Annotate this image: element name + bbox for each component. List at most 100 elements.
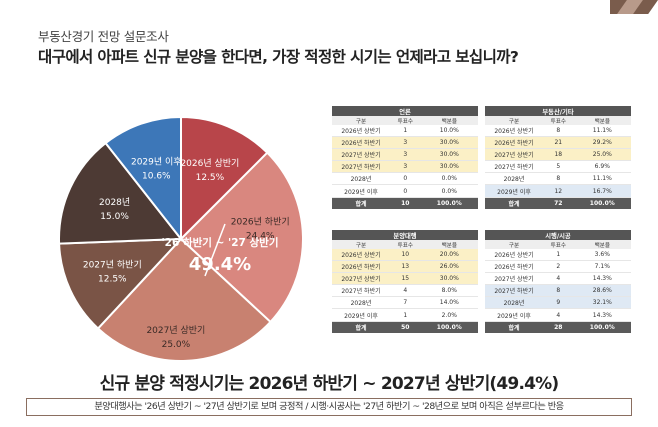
row-label: 2028년 [485,296,543,310]
row-votes: 0 [390,184,421,198]
row-pct: 30.0% [420,136,478,150]
table-row: 2026년 상반기 1 3.6% [485,249,631,262]
pie-value-1: 12.5% [196,173,225,183]
total-label: 합계 [332,197,390,209]
column-header: 백분율 [420,116,478,125]
column-header: 백분율 [420,240,478,249]
row-label: 2026년 하반기 [485,260,543,274]
table-row: 2029년 이후 12 16.7% [485,184,631,198]
table-row: 2026년 하반기 2 7.1% [485,260,631,274]
row-label: 2027년 하반기 [332,160,390,174]
pie-slice-4 [58,237,184,330]
survey-subtitle: 부동산경기 전망 설문조사 [38,29,169,44]
pie-label-3: 2027년 상반기 [146,325,205,336]
row-label: 2029년 이후 [332,308,390,322]
total-pct: 100.0% [420,321,478,333]
table-developer: 시행/시공 구분 투표수 백분율 2026년 상반기 1 3.6% 2026년 하반기 2 7.1… [485,230,631,333]
pie-slice-2 [179,151,304,324]
row-pct: 14.3% [573,272,631,286]
column-header: 투표수 [543,240,574,249]
row-votes: 7 [390,296,421,310]
table-row: 2027년 상반기 15 30.0% [332,272,478,286]
callout-value: 49.4% [189,254,251,275]
row-label: 2028년 [332,296,390,310]
table-title: 부동산/기타 [485,106,631,116]
column-header: 투표수 [543,116,574,125]
row-votes: 4 [543,272,574,286]
total-votes: 50 [390,321,421,333]
table-row: 2027년 하반기 8 28.6% [485,284,631,298]
table-row: 2028년 0 0.0% [332,172,478,186]
total-votes: 72 [543,197,574,209]
pie-label-6: 2029년 이후 [131,157,182,168]
row-pct: 11.1% [573,172,631,186]
column-header: 구분 [332,116,390,125]
row-votes: 3 [390,148,421,162]
row-label: 2026년 상반기 [485,125,543,138]
row-pct: 11.1% [573,125,631,138]
pie-value-4: 12.5% [98,275,127,285]
column-header: 백분율 [573,240,631,249]
row-pct: 20.0% [420,249,478,262]
table-row: 2028년 9 32.1% [485,296,631,310]
row-label: 2026년 상반기 [485,249,543,262]
pie-value-5: 15.0% [100,212,129,222]
total-pct: 100.0% [573,321,631,333]
table-title: 분양대행 [332,230,478,240]
table-row: 2027년 하반기 5 6.9% [485,160,631,174]
row-label: 2026년 하반기 [332,136,390,150]
row-pct: 2.0% [420,308,478,322]
table-row: 2026년 하반기 13 26.0% [332,260,478,274]
column-header: 구분 [485,116,543,125]
table-row: 2027년 상반기 18 25.0% [485,148,631,162]
question-title: 대구에서 아파트 신규 분양을 한다면, 가장 적정한 시기는 언제라고 보십니… [38,48,519,66]
row-votes: 8 [543,284,574,298]
pie-label-5: 2028년 [99,197,130,208]
pie-label-2: 2026년 하반기 [231,217,290,228]
pie-chart: 2026년 상반기 12.5% 2026년 하반기 24.4% 2027년 상반기 25.… [50,108,312,370]
pie-value-6: 10.6% [142,172,171,182]
pie-value-2: 24.4% [246,232,275,242]
table-row: 2029년 이후 4 14.3% [485,308,631,322]
row-votes: 1 [390,125,421,138]
total-label: 합계 [332,321,390,333]
row-votes: 3 [390,136,421,150]
row-label: 2027년 하반기 [332,284,390,298]
row-votes: 8 [543,172,574,186]
row-votes: 15 [390,272,421,286]
row-pct: 30.0% [420,272,478,286]
pie-slice-1 [180,115,269,242]
row-label: 2027년 상반기 [332,148,390,162]
row-pct: 0.0% [420,184,478,198]
row-votes: 0 [390,172,421,186]
callout-label: '26 하반기 ~ '27 상반기 [161,236,278,249]
table-sales-agency: 분양대행 구분 투표수 백분율 2026년 상반기 10 20.0% 2026년 하반기 13 2… [332,230,478,333]
row-votes: 4 [543,308,574,322]
table-row: 2027년 상반기 3 30.0% [332,148,478,162]
row-votes: 2 [543,260,574,274]
row-label: 2027년 하반기 [485,284,543,298]
tables-area: 언론 구분 투표수 백분율 2026년 상반기 1 10.0% 2026년 하반기 3 30.0%… [332,106,632,346]
table-row: 2026년 상반기 1 10.0% [332,125,478,138]
row-label: 2027년 상반기 [332,272,390,286]
row-pct: 14.3% [573,308,631,322]
table-row: 2027년 하반기 4 8.0% [332,284,478,298]
row-votes: 9 [543,296,574,310]
row-pct: 0.0% [420,172,478,186]
row-pct: 30.0% [420,148,478,162]
row-votes: 3 [390,160,421,174]
row-pct: 25.0% [573,148,631,162]
corner-decoration [610,0,658,14]
row-pct: 14.0% [420,296,478,310]
row-votes: 1 [543,249,574,262]
row-label: 2029년 이후 [485,184,543,198]
pie-label-4: 2027년 하반기 [83,260,142,271]
total-row: 합계 72 100.0% [485,197,631,209]
pie-value-3: 25.0% [162,340,191,350]
table-row: 2027년 상반기 4 14.3% [485,272,631,286]
total-row: 합계 28 100.0% [485,321,631,333]
pie-label-1: 2026년 상반기 [180,158,239,169]
row-votes: 1 [390,308,421,322]
row-pct: 26.0% [420,260,478,274]
row-votes: 21 [543,136,574,150]
